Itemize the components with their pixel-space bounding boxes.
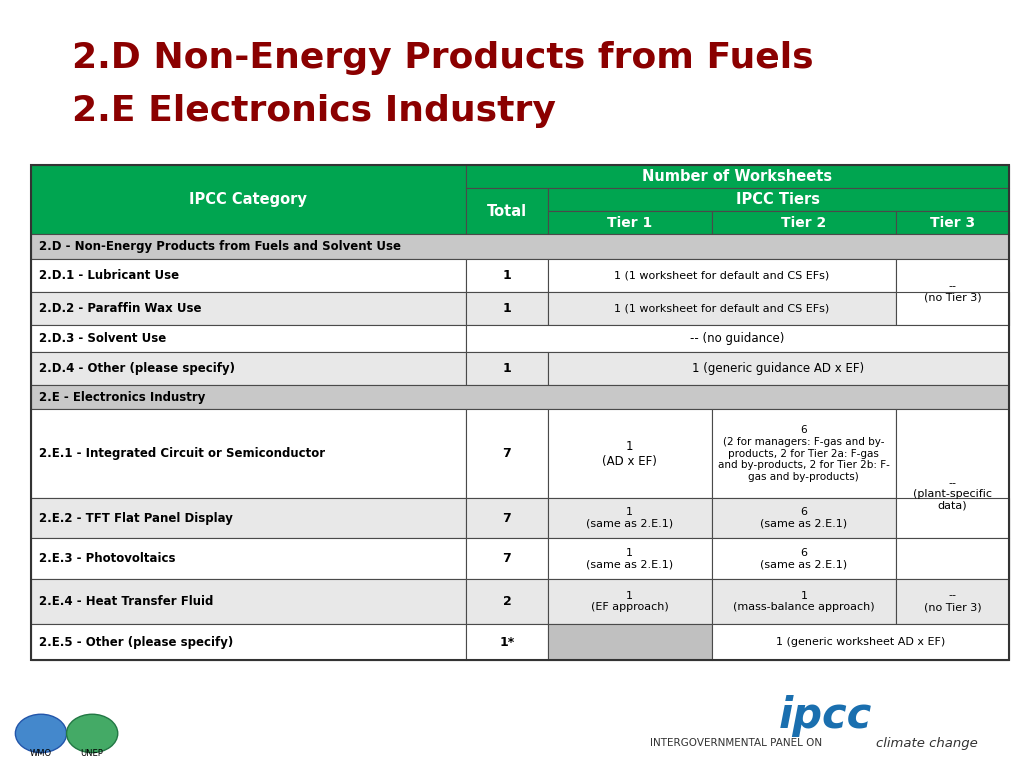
Bar <box>896 538 1009 579</box>
Bar <box>548 624 712 660</box>
Text: 1 (1 worksheet for default and CS EFs): 1 (1 worksheet for default and CS EFs) <box>614 270 829 280</box>
Bar <box>466 259 548 292</box>
Text: Tier 1: Tier 1 <box>607 216 652 230</box>
Bar <box>896 579 1009 624</box>
Text: 1 (1 worksheet for default and CS EFs): 1 (1 worksheet for default and CS EFs) <box>614 303 829 313</box>
Text: climate change: climate change <box>876 737 977 750</box>
Circle shape <box>67 714 118 753</box>
Bar <box>896 409 1009 579</box>
Circle shape <box>15 714 67 753</box>
Bar <box>31 538 466 579</box>
Text: Number of Worksheets: Number of Worksheets <box>642 169 833 184</box>
Text: Total: Total <box>486 204 527 219</box>
Bar <box>896 259 1009 325</box>
Bar <box>466 292 548 325</box>
Bar <box>712 409 896 498</box>
Text: 2.D.3 - Solvent Use: 2.D.3 - Solvent Use <box>39 332 166 345</box>
Bar <box>31 234 1009 259</box>
Bar <box>548 188 1009 211</box>
Bar <box>466 409 548 498</box>
Bar <box>31 579 466 624</box>
Bar <box>712 579 896 624</box>
Text: 1
(same as 2.E.1): 1 (same as 2.E.1) <box>586 507 674 529</box>
Bar <box>31 385 1009 409</box>
Bar <box>466 538 548 579</box>
Bar <box>548 409 712 498</box>
Bar <box>712 498 896 538</box>
Text: IPCC Category: IPCC Category <box>189 192 307 207</box>
Text: ipcc: ipcc <box>778 695 871 737</box>
Bar <box>31 292 466 325</box>
Text: 2.E.1 - Integrated Circuit or Semiconductor: 2.E.1 - Integrated Circuit or Semiconduc… <box>39 447 325 460</box>
Bar <box>466 624 548 660</box>
Bar <box>31 498 466 538</box>
Bar <box>548 352 1009 385</box>
Bar <box>31 259 466 292</box>
Text: --
(no Tier 3): -- (no Tier 3) <box>924 591 981 612</box>
Text: Tier 2: Tier 2 <box>781 216 826 230</box>
Bar <box>712 211 896 234</box>
Bar <box>896 211 1009 234</box>
Text: 2.E Electronics Industry: 2.E Electronics Industry <box>72 94 556 128</box>
Text: IPCC Tiers: IPCC Tiers <box>736 192 820 207</box>
Text: 2: 2 <box>503 595 511 607</box>
Text: 2.E.2 - TFT Flat Panel Display: 2.E.2 - TFT Flat Panel Display <box>39 511 232 525</box>
Text: 2.D.2 - Paraffin Wax Use: 2.D.2 - Paraffin Wax Use <box>39 302 202 315</box>
Text: 1: 1 <box>503 362 511 375</box>
Bar <box>466 325 1009 352</box>
Text: 2.E.3 - Photovoltaics: 2.E.3 - Photovoltaics <box>39 552 175 565</box>
Bar <box>896 498 1009 538</box>
Bar <box>31 165 1009 660</box>
Text: Tier 3: Tier 3 <box>930 216 975 230</box>
Text: 1
(EF approach): 1 (EF approach) <box>591 591 669 612</box>
Bar <box>466 352 548 385</box>
Text: --
(plant-specific
data): -- (plant-specific data) <box>912 478 992 511</box>
Bar <box>548 538 712 579</box>
Text: 6
(2 for managers: F-gas and by-
products, 2 for Tier 2a: F-gas
and by-products,: 6 (2 for managers: F-gas and by- product… <box>718 425 890 482</box>
Text: 6
(same as 2.E.1): 6 (same as 2.E.1) <box>760 548 848 570</box>
Text: 1
(AD x EF): 1 (AD x EF) <box>602 439 657 468</box>
Text: 2.E.5 - Other (please specify): 2.E.5 - Other (please specify) <box>39 636 233 648</box>
Text: 1: 1 <box>503 302 511 315</box>
Bar <box>31 325 466 352</box>
Text: 7: 7 <box>503 447 511 460</box>
Bar <box>548 498 712 538</box>
Bar <box>31 624 466 660</box>
Text: UNEP: UNEP <box>81 749 103 758</box>
Text: 1*: 1* <box>500 636 514 648</box>
Text: 1
(same as 2.E.1): 1 (same as 2.E.1) <box>586 548 674 570</box>
Text: 6
(same as 2.E.1): 6 (same as 2.E.1) <box>760 507 848 529</box>
Bar <box>548 211 712 234</box>
Text: --
(no Tier 3): -- (no Tier 3) <box>924 281 981 303</box>
Text: 1
(mass-balance approach): 1 (mass-balance approach) <box>733 591 874 612</box>
Text: 1: 1 <box>503 269 511 282</box>
Bar <box>896 292 1009 325</box>
Bar <box>31 165 466 234</box>
Text: 2.D.4 - Other (please specify): 2.D.4 - Other (please specify) <box>39 362 234 375</box>
Text: INTERGOVERNMENTAL PANEL ON: INTERGOVERNMENTAL PANEL ON <box>650 738 822 749</box>
Text: 2.E.4 - Heat Transfer Fluid: 2.E.4 - Heat Transfer Fluid <box>39 595 213 607</box>
Bar <box>548 259 896 292</box>
Bar <box>466 579 548 624</box>
Bar <box>712 538 896 579</box>
Bar <box>31 352 466 385</box>
Text: 2.D - Non-Energy Products from Fuels and Solvent Use: 2.D - Non-Energy Products from Fuels and… <box>39 240 401 253</box>
Bar <box>466 498 548 538</box>
Text: 2.E - Electronics Industry: 2.E - Electronics Industry <box>39 391 205 403</box>
Text: 2.D Non-Energy Products from Fuels: 2.D Non-Energy Products from Fuels <box>72 41 813 74</box>
Bar <box>712 624 1009 660</box>
Text: 7: 7 <box>503 552 511 565</box>
Bar <box>548 579 712 624</box>
Text: 1 (generic guidance AD x EF): 1 (generic guidance AD x EF) <box>692 362 864 375</box>
Text: 1 (generic worksheet AD x EF): 1 (generic worksheet AD x EF) <box>775 637 945 647</box>
Bar <box>548 292 896 325</box>
Text: 2.D.1 - Lubricant Use: 2.D.1 - Lubricant Use <box>39 269 179 282</box>
Text: -- (no guidance): -- (no guidance) <box>690 332 784 345</box>
Bar <box>466 188 548 234</box>
Bar <box>466 165 1009 188</box>
Bar <box>31 409 466 498</box>
Text: 7: 7 <box>503 511 511 525</box>
Text: WMO: WMO <box>30 749 52 758</box>
